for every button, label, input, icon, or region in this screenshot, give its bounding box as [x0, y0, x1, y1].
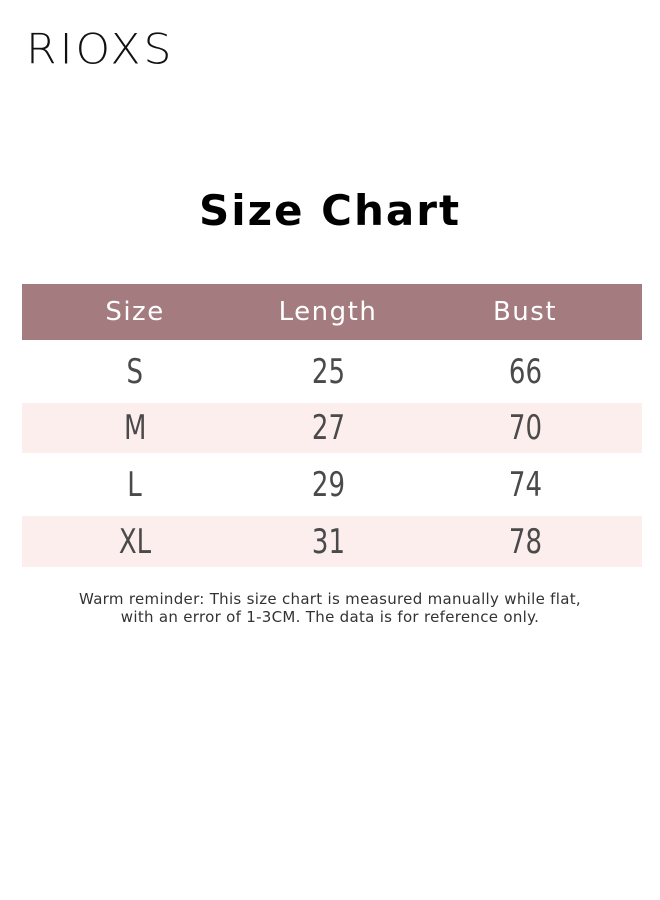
page-title: Size Chart	[198, 186, 462, 235]
size-table: Size Length Bust S 25 66 M 27 70 L 29 74…	[22, 284, 642, 567]
table-row: S 25 66	[22, 340, 642, 403]
table-row: XL 31 78	[22, 516, 642, 567]
cell-length: 31	[311, 521, 345, 562]
header-size: Size	[105, 297, 165, 327]
header-length: Length	[278, 297, 378, 327]
cell-size: XL	[118, 521, 152, 562]
cell-length: 25	[311, 351, 345, 392]
header-bust: Bust	[492, 297, 558, 327]
table-row: M 27 70	[22, 403, 642, 453]
cell-bust: 78	[508, 521, 542, 562]
cell-bust: 74	[508, 464, 542, 505]
reminder-line-1: Warm reminder: This size chart is measur…	[79, 590, 581, 608]
cell-size: L	[127, 464, 143, 505]
brand-logo: RIOXS	[26, 25, 175, 74]
reminder-note: Warm reminder: This size chart is measur…	[0, 590, 660, 626]
table-header: Size Length Bust	[22, 284, 642, 340]
cell-size: M	[123, 408, 147, 448]
table-row: L 29 74	[22, 453, 642, 516]
cell-bust: 70	[508, 408, 542, 448]
cell-length: 27	[311, 408, 345, 448]
cell-bust: 66	[508, 351, 542, 392]
cell-length: 29	[311, 464, 345, 505]
reminder-line-2: with an error of 1-3CM. The data is for …	[120, 608, 540, 626]
cell-size: S	[126, 351, 144, 392]
